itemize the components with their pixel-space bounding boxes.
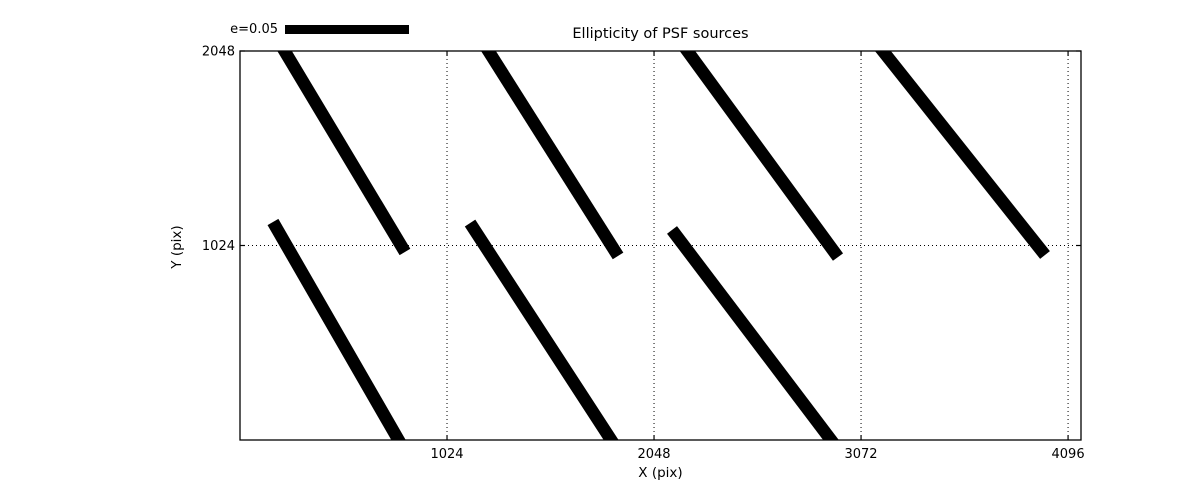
whisker-line bbox=[267, 218, 406, 440]
chart-title: Ellipticity of PSF sources bbox=[572, 26, 749, 42]
x-tick-label: 1024 bbox=[430, 447, 463, 462]
x-tick-label: 4096 bbox=[1052, 447, 1085, 462]
whisker-line bbox=[874, 51, 1050, 259]
whisker-line bbox=[481, 51, 624, 260]
y-tick-label: 2048 bbox=[202, 45, 235, 60]
tick-marks bbox=[240, 50, 1081, 440]
legend-sample-bar bbox=[285, 25, 409, 34]
x-axis-label: X (pix) bbox=[638, 465, 683, 481]
legend-label: e=0.05 bbox=[230, 22, 278, 37]
whisker-line bbox=[277, 51, 411, 256]
legend: e=0.05 bbox=[195, 22, 409, 37]
whisker-line bbox=[679, 51, 844, 261]
y-tick-label: 1024 bbox=[202, 239, 235, 254]
x-tick-label: 3072 bbox=[844, 447, 877, 462]
tick-labels: 1024 2048 3072 4096 1024 2048 bbox=[202, 45, 1085, 463]
whisker-line bbox=[667, 226, 839, 440]
whisker-line bbox=[464, 219, 619, 440]
ellipticity-whiskers bbox=[267, 51, 1050, 440]
x-tick-label: 2048 bbox=[637, 447, 670, 462]
